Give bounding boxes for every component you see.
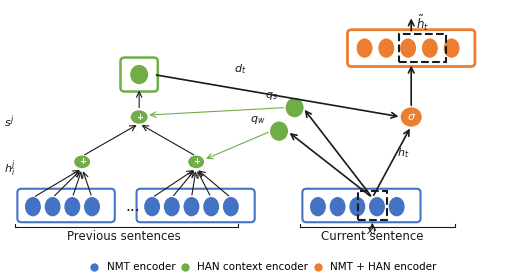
Ellipse shape (165, 198, 179, 216)
Ellipse shape (132, 111, 147, 123)
Ellipse shape (204, 198, 219, 216)
Text: +: + (193, 157, 200, 166)
Text: +: + (79, 157, 85, 166)
Text: $x_t$: $x_t$ (366, 227, 378, 238)
Bar (358, 191, 387, 220)
Text: $\sigma$: $\sigma$ (407, 112, 416, 122)
Ellipse shape (379, 39, 394, 57)
Text: ...: ... (126, 199, 140, 214)
FancyBboxPatch shape (347, 30, 475, 67)
Text: $q_w$: $q_w$ (249, 113, 265, 125)
Ellipse shape (85, 198, 99, 216)
Ellipse shape (224, 198, 238, 216)
Ellipse shape (357, 39, 372, 57)
Ellipse shape (370, 198, 384, 216)
Ellipse shape (330, 198, 345, 216)
FancyBboxPatch shape (121, 58, 158, 92)
Ellipse shape (350, 198, 365, 216)
Ellipse shape (189, 156, 203, 167)
Ellipse shape (26, 198, 40, 216)
Legend: NMT encoder, HAN context encoder, NMT + HAN encoder: NMT encoder, HAN context encoder, NMT + … (86, 258, 441, 274)
Text: $h_t$: $h_t$ (397, 146, 410, 160)
Text: $s^j$: $s^j$ (4, 113, 15, 130)
Ellipse shape (401, 39, 416, 57)
Ellipse shape (389, 198, 404, 216)
FancyBboxPatch shape (302, 189, 421, 222)
Ellipse shape (401, 108, 421, 126)
Ellipse shape (286, 99, 303, 116)
Text: Current sentence: Current sentence (321, 230, 423, 243)
Ellipse shape (145, 198, 159, 216)
Ellipse shape (65, 198, 80, 216)
Ellipse shape (46, 198, 60, 216)
Ellipse shape (75, 156, 90, 167)
Ellipse shape (422, 39, 437, 57)
Ellipse shape (444, 39, 459, 57)
Text: $q_s$: $q_s$ (265, 90, 278, 102)
Text: $d_t$: $d_t$ (234, 62, 246, 76)
Text: +: + (136, 113, 143, 121)
FancyBboxPatch shape (137, 189, 255, 222)
Text: $\tilde{h}_t$: $\tilde{h}_t$ (417, 13, 430, 33)
Ellipse shape (311, 198, 325, 216)
Ellipse shape (131, 65, 147, 84)
Text: Previous sentences: Previous sentences (67, 230, 180, 243)
Ellipse shape (271, 122, 287, 140)
Bar (399, 35, 446, 62)
Ellipse shape (184, 198, 199, 216)
Text: $h_i^j$: $h_i^j$ (4, 159, 16, 179)
FancyBboxPatch shape (17, 189, 115, 222)
